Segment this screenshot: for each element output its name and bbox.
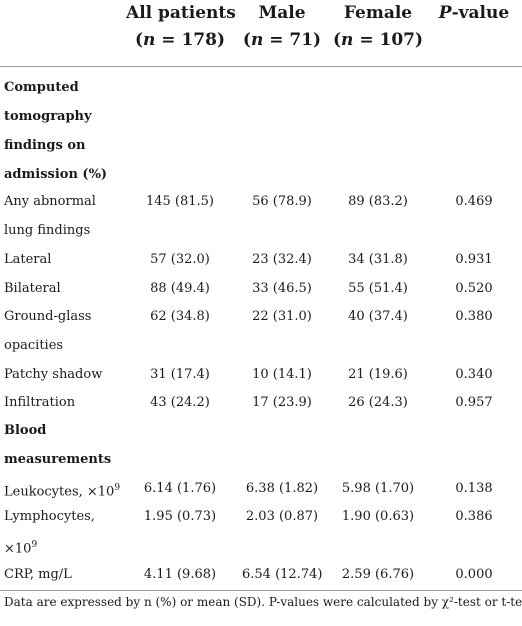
cell-value: 89 (83.2) [348, 194, 408, 209]
cell-value: 0.000 [455, 567, 493, 582]
cell-value: 43 (24.2) [150, 395, 210, 410]
cell-value: 6.38 (1.82) [245, 481, 319, 496]
cell-value: 31 (17.4) [150, 367, 210, 382]
cell-value: 0.931 [455, 252, 493, 267]
cell-value: 33 (46.5) [252, 281, 312, 296]
header-rule [0, 66, 522, 67]
cell-value: 1.95 (0.73) [143, 509, 217, 524]
cell-value: 21 (19.6) [348, 367, 408, 382]
header-male: Male (n = 71) [242, 0, 322, 54]
header-female-n: (n = 107) [333, 30, 424, 50]
cell-value: 6.54 (12.74) [242, 567, 323, 582]
section-ct-findings: Computed tomography findings on admissio… [4, 80, 108, 182]
cell-value: 55 (51.4) [348, 281, 408, 296]
cell-value: 4.11 (9.68) [143, 567, 217, 582]
cell-value: 1.90 (0.63) [341, 509, 415, 524]
cell-value: 23 (32.4) [252, 252, 312, 267]
header-all-patients-n: (n = 178) [134, 30, 226, 50]
row-label-any-abnormal: Any abnormal lung findings [4, 194, 96, 238]
cell-value: 26 (24.3) [348, 395, 408, 410]
cell-value: 88 (49.4) [150, 281, 210, 296]
row-label-lateral: Lateral [4, 252, 52, 267]
cell-value: 2.59 (6.76) [341, 567, 415, 582]
cell-value: 0.138 [455, 481, 493, 496]
cell-value: 34 (31.8) [348, 252, 408, 267]
cell-value: 145 (81.5) [145, 194, 215, 209]
cell-value: 0.957 [455, 395, 493, 410]
cell-value: 6.14 (1.76) [143, 481, 217, 496]
cell-value: 57 (32.0) [150, 252, 210, 267]
row-label-bilateral: Bilateral [4, 281, 61, 296]
header-p-symbol: P [438, 3, 452, 23]
row-label-ground-glass: Ground-glass opacities [4, 309, 92, 353]
cell-value: 56 (78.9) [252, 194, 312, 209]
header-p-suffix: -value [451, 3, 510, 23]
header-p-value: P-value [430, 0, 518, 27]
header-male-n: (n = 71) [242, 30, 322, 50]
cell-value: 0.380 [455, 309, 493, 324]
cell-value: 22 (31.0) [252, 309, 312, 324]
cell-value: 10 (14.1) [252, 367, 312, 382]
cell-value: 17 (23.9) [252, 395, 312, 410]
cell-value: 2.03 (0.87) [245, 509, 319, 524]
row-label-infiltration: Infiltration [4, 395, 76, 410]
row-label-crp: CRP, mg/L [4, 567, 72, 582]
cell-value: 62 (34.8) [150, 309, 210, 324]
header-female: Female (n = 107) [333, 0, 423, 54]
header-all-patients: All patients (n = 178) [126, 0, 236, 54]
header-male-title: Male [258, 3, 306, 23]
footer-rule [0, 590, 522, 591]
cell-value: 40 (37.4) [348, 309, 408, 324]
cell-value: 0.340 [455, 367, 493, 382]
table-footnote: Data are expressed by n (%) or mean (SD)… [4, 595, 522, 609]
row-label-lymphocytes: Lymphocytes, ×109 [4, 509, 95, 557]
section-blood-measurements: Blood measurements [4, 423, 112, 467]
cell-value: 5.98 (1.70) [341, 481, 415, 496]
row-label-patchy-shadow: Patchy shadow [4, 367, 103, 382]
header-all-patients-title: All patients [126, 3, 236, 23]
cell-value: 0.469 [455, 194, 493, 209]
cell-value: 0.386 [455, 509, 493, 524]
row-label-leukocytes: Leukocytes, ×109 [4, 483, 121, 500]
cell-value: 0.520 [455, 281, 493, 296]
header-female-title: Female [343, 3, 413, 23]
